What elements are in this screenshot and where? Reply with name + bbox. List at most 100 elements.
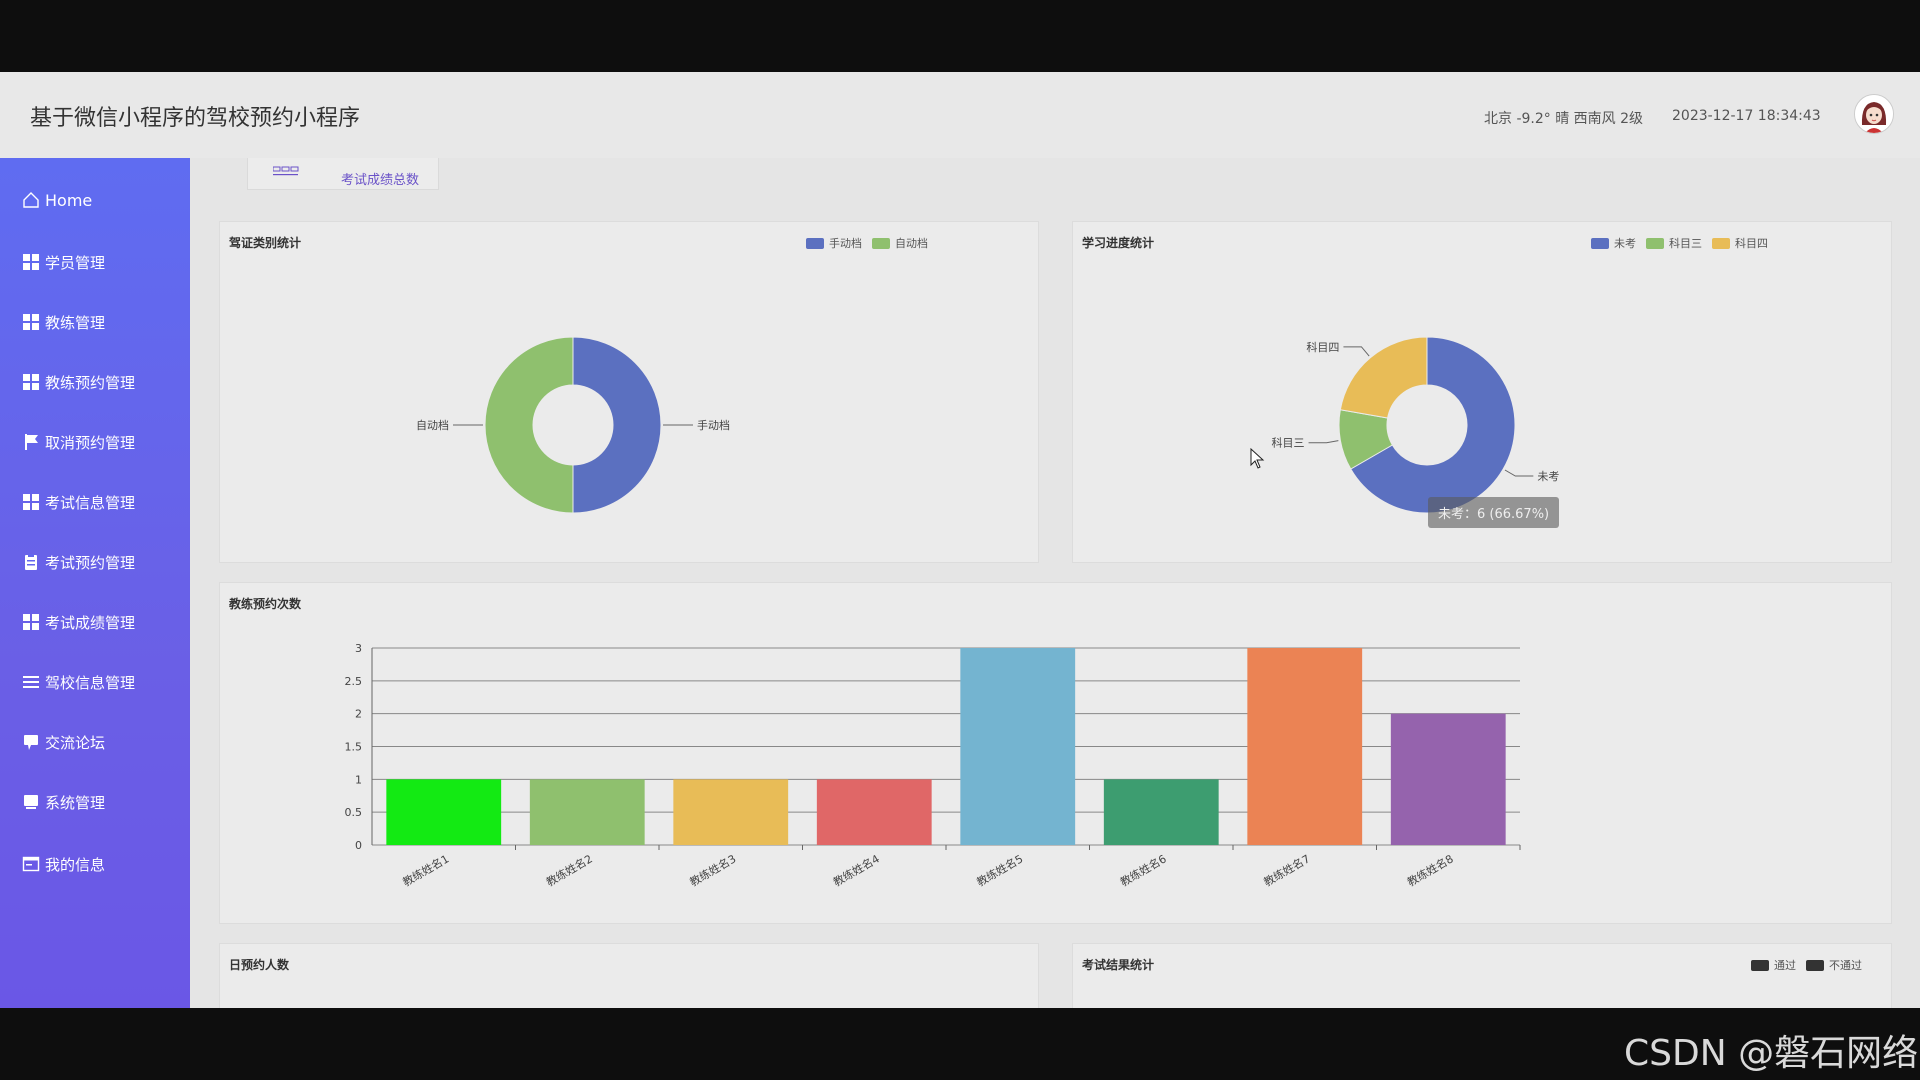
sidebar-item-label: 考试预约管理 [45,553,136,572]
coach-bar-chart: 0 0.5 1 1.5 2 2.5 3 教练姓名1 教练姓名2 教练姓名3 教练姓名4 教练姓名5 教练… [345,642,1521,889]
pie-slice[interactable] [484,336,574,514]
sidebar-item-home[interactable]: Home [22,188,92,212]
legend-swatch [872,237,890,249]
panel-coach-bookings: 教练预约次数 0 0.5 1 1.5 2 2.5 3 教练姓名1 教练姓名2 教练姓名3 教练姓名4… [219,582,1892,924]
pie-label-line [1308,440,1339,444]
pie-label: 手动档 [697,418,730,432]
sidebar-item-cancel-booking[interactable]: 取消预约管理 [22,430,135,454]
pie-label: 自动档 [416,418,449,432]
stat-card-exam-scores[interactable]: 考试成绩总数 [247,158,439,190]
legend-swatch [1646,237,1664,249]
panel-exam-results: 考试结果统计 通过 不通过 [1072,943,1892,1008]
profile-icon [22,856,40,872]
legend-label: 手动档 [829,237,862,250]
user-avatar[interactable] [1854,94,1894,134]
legend-swatch [806,237,824,249]
sidebar-item-system[interactable]: 系统管理 [22,790,105,814]
legend-item-subject-three[interactable]: 科目三 [1646,235,1702,251]
legend-swatch [1591,237,1609,249]
sidebar-item-label: 系统管理 [45,793,106,812]
pie-slice[interactable] [1339,336,1428,419]
bar[interactable] [529,779,645,845]
panel-title: 学习进度统计 [1082,236,1155,250]
bottom-bar [0,1008,1920,1080]
bar[interactable] [1103,779,1219,845]
legend-swatch [1751,959,1769,971]
chat-icon [24,735,38,750]
pie-label-line [1504,469,1534,477]
sidebar-item-label: 教练预约管理 [45,373,136,392]
x-tick-label: 教练姓名4 [831,851,882,889]
sidebar-item-exam-booking[interactable]: 考试预约管理 [22,550,135,574]
x-tick-label: 教练姓名3 [687,851,738,889]
sidebar: Home 学员管理 教练管理 教练预约管理 取消预约管理 考试信息管理 考试预约… [0,158,190,1008]
grid-icon [23,614,39,630]
chart-legend: 手动档 自动档 [796,235,928,251]
legend-label: 自动档 [895,237,928,250]
grid-icon [23,314,39,330]
sidebar-item-coach-booking[interactable]: 教练预约管理 [22,370,135,394]
x-tick-label: 教练姓名5 [974,851,1025,889]
legend-item-not-taken[interactable]: 未考 [1591,235,1636,251]
legend-label: 科目四 [1735,237,1768,250]
sidebar-item-label: 我的信息 [45,855,106,874]
bar[interactable] [673,779,789,845]
bar[interactable] [386,779,502,845]
sidebar-item-forum[interactable]: 交流论坛 [22,730,105,754]
bar[interactable] [816,779,932,845]
panel-title: 驾证类别统计 [229,236,302,250]
panel-title: 考试结果统计 [1082,958,1155,972]
x-tick-label: 教练姓名1 [400,851,451,889]
sidebar-item-label: 驾校信息管理 [45,673,136,692]
bar[interactable] [1247,648,1363,845]
pie-label-line [1343,346,1370,357]
legend-item-manual[interactable]: 手动档 [806,235,862,251]
sidebar-item-label: 取消预约管理 [45,433,136,452]
dashboard-main: 考试成绩总数 驾证类别统计 手动档 自动档 手动档 自动档 学习进度统计 未考 科… [190,158,1920,1008]
bar[interactable] [1390,713,1506,845]
y-tick-label: 2.5 [345,675,363,688]
legend-label: 科目三 [1669,237,1702,250]
legend-item-auto[interactable]: 自动档 [872,235,928,251]
sidebar-item-profile[interactable]: 我的信息 [22,852,105,876]
y-tick-label: 2 [355,708,362,721]
panel-license-type: 驾证类别统计 手动档 自动档 手动档 自动档 [219,221,1039,563]
chart-legend: 未考 科目三 科目四 [1581,235,1768,251]
panel-title: 教练预约次数 [229,597,302,611]
top-header: 基于微信小程序的驾校预约小程序 北京 -9.2° 晴 西南风 2级 2023-1… [0,72,1920,159]
list-icon [23,676,39,688]
sidebar-item-school-info[interactable]: 驾校信息管理 [22,670,135,694]
stat-label: 考试成绩总数 [341,173,420,188]
app-title: 基于微信小程序的驾校预约小程序 [30,106,361,131]
legend-label: 未考 [1614,237,1636,250]
x-tick-label: 教练姓名6 [1118,851,1169,889]
legend-item-subject-four[interactable]: 科目四 [1712,235,1768,251]
flag-icon [25,434,38,450]
progress-donut-chart: 未考 科目三 科目四 [1272,336,1559,514]
legend-label: 通过 [1774,959,1796,972]
legend-item-pass[interactable]: 通过 [1751,957,1796,973]
sidebar-item-label: 交流论坛 [45,733,106,752]
x-tick-label: 教练姓名7 [1261,851,1312,889]
license-donut-chart: 手动档 自动档 [416,336,730,514]
pie-label: 科目三 [1272,436,1305,450]
datetime: 2023-12-17 18:34:43 [1672,108,1821,124]
pie-slice[interactable] [1350,336,1516,514]
sidebar-item-exam-scores[interactable]: 考试成绩管理 [22,610,135,634]
pie-slice[interactable] [572,336,662,514]
stat-icon [273,166,299,176]
y-tick-label: 0 [355,839,362,852]
sidebar-item-exam-info[interactable]: 考试信息管理 [22,490,135,514]
legend-item-fail[interactable]: 不通过 [1806,957,1862,973]
sidebar-item-label: 学员管理 [45,253,106,272]
panel-daily-bookings: 日预约人数 [219,943,1039,1008]
y-tick-label: 1 [355,773,362,786]
bar[interactable] [960,648,1076,845]
x-tick-label: 教练姓名2 [544,851,595,889]
sidebar-item-students[interactable]: 学员管理 [22,250,105,274]
sidebar-item-coaches[interactable]: 教练管理 [22,310,105,334]
pie-label: 未考 [1537,470,1559,483]
home-icon [23,192,39,208]
y-tick-label: 0.5 [345,806,363,819]
sidebar-item-label: Home [45,190,93,210]
